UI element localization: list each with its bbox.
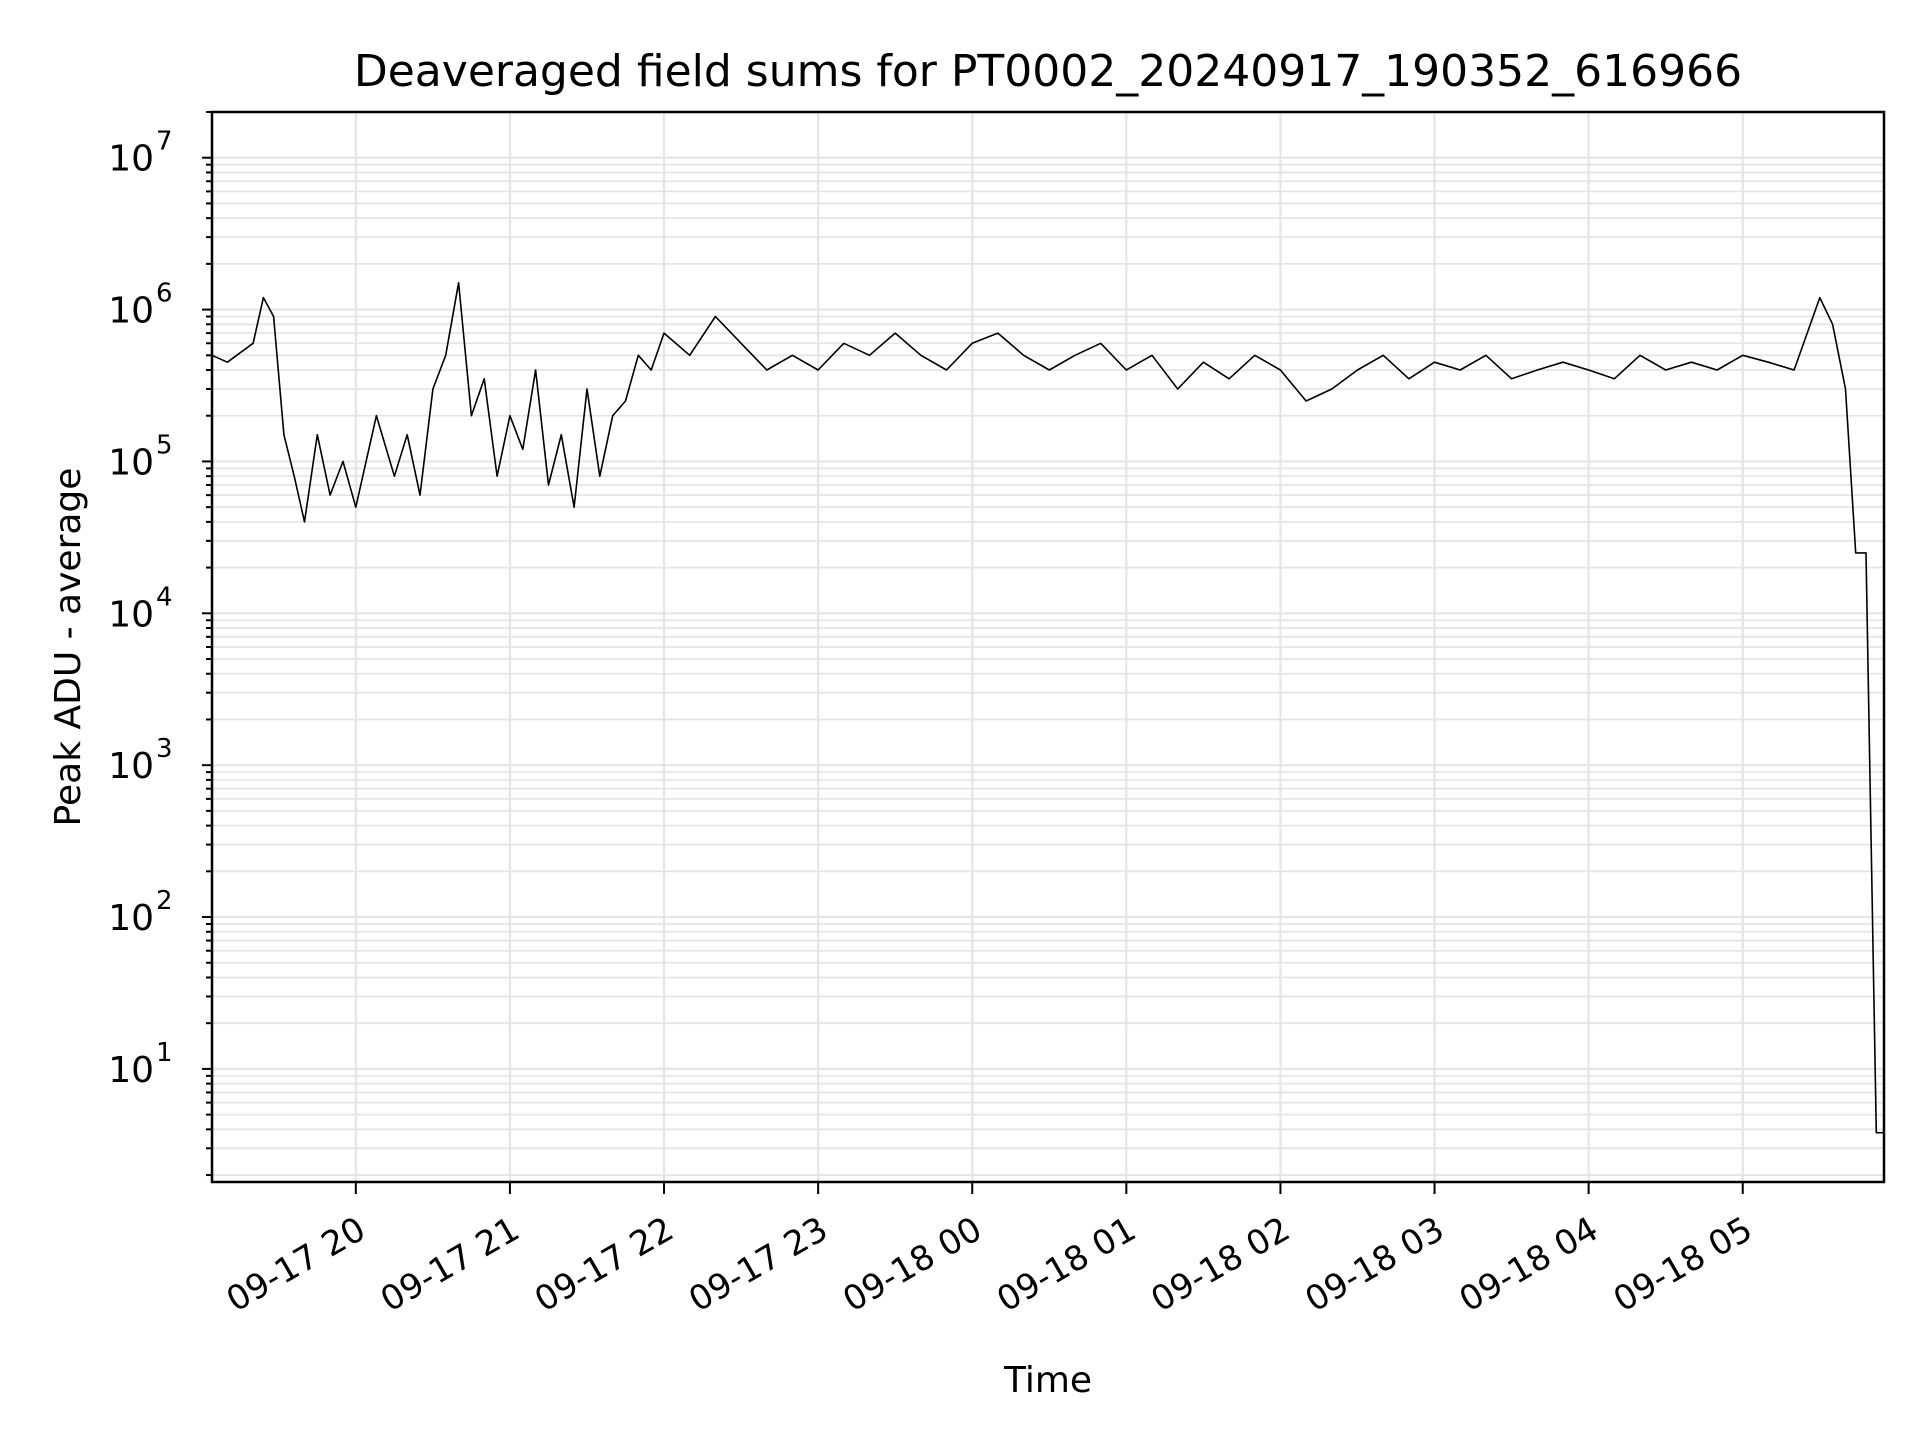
grid-layer — [212, 111, 1884, 1182]
x-tick-label: 09-17 23 — [682, 1209, 834, 1320]
x-tick-label: 09-17 21 — [374, 1209, 526, 1320]
chart-title: Deaveraged field sums for PT0002_2024091… — [354, 46, 1742, 97]
x-tick-label: 09-17 22 — [528, 1209, 680, 1320]
x-tick-label: 09-18 02 — [1145, 1209, 1297, 1320]
x-tick-label: 09-17 20 — [220, 1209, 372, 1320]
y-tick-label-exponent: 5 — [156, 430, 173, 460]
x-tick-label: 09-18 05 — [1607, 1209, 1759, 1320]
x-axis-label: Time — [1003, 1360, 1092, 1401]
y-axis-label: Peak ADU - average — [48, 468, 89, 827]
data-series-line — [211, 282, 1884, 1134]
plot-layer — [211, 282, 1884, 1134]
y-tick-label: 10 — [108, 139, 154, 180]
y-tick-label-exponent: 3 — [156, 734, 173, 764]
x-tick-label: 09-18 00 — [836, 1209, 988, 1320]
y-tick-label: 10 — [108, 442, 154, 483]
y-tick-label-exponent: 4 — [156, 582, 173, 612]
y-tick-label: 10 — [108, 291, 154, 332]
y-tick-label: 10 — [108, 1050, 154, 1091]
y-tick-label-exponent: 2 — [156, 886, 173, 916]
y-tick-label: 10 — [108, 746, 154, 787]
y-tick-label: 10 — [108, 594, 154, 635]
y-tick-label-exponent: 6 — [156, 279, 173, 309]
y-tick-label-exponent: 1 — [156, 1038, 173, 1068]
y-tick-label-exponent: 7 — [156, 127, 173, 157]
x-tick-label: 09-18 01 — [990, 1209, 1142, 1320]
x-tick-label: 09-18 03 — [1299, 1209, 1451, 1320]
y-tick-label: 10 — [108, 898, 154, 939]
x-tick-label: 09-18 04 — [1453, 1209, 1605, 1320]
